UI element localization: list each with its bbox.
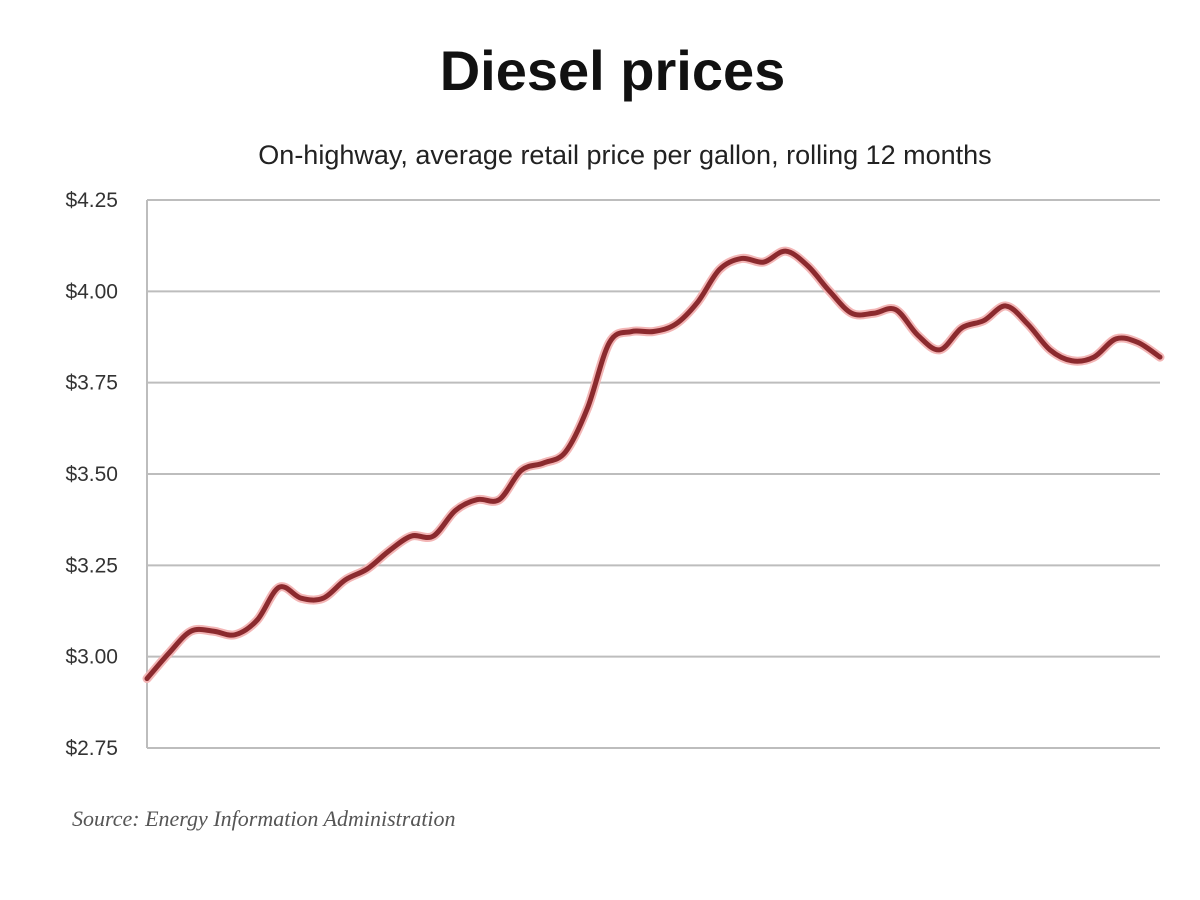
data-point xyxy=(740,256,744,260)
data-point xyxy=(321,596,325,600)
data-point xyxy=(255,618,259,622)
data-point xyxy=(431,534,435,538)
data-point xyxy=(916,333,920,337)
data-point xyxy=(365,567,369,571)
data-point xyxy=(1048,348,1052,352)
data-point xyxy=(233,633,237,637)
y-tick-label: $3.50 xyxy=(65,463,118,486)
data-point xyxy=(718,267,722,271)
y-tick-label: $4.00 xyxy=(65,280,118,303)
data-point xyxy=(277,585,281,589)
data-point xyxy=(982,319,986,323)
data-point xyxy=(607,340,611,344)
series-line-glow xyxy=(142,246,1165,684)
data-point xyxy=(211,629,215,633)
data-point xyxy=(497,498,501,502)
data-point xyxy=(1026,322,1030,326)
data-point xyxy=(674,322,678,326)
series-line xyxy=(144,248,1163,682)
data-point xyxy=(938,348,942,352)
data-point xyxy=(167,651,171,655)
data-point xyxy=(960,326,964,330)
data-point xyxy=(1158,355,1162,359)
data-point xyxy=(850,311,854,315)
data-point xyxy=(1136,340,1140,344)
data-point xyxy=(453,509,457,513)
y-tick-label: $4.25 xyxy=(65,189,118,212)
data-point xyxy=(409,534,413,538)
data-point xyxy=(299,596,303,600)
data-point xyxy=(762,260,766,264)
data-point xyxy=(145,677,149,681)
source-note: Source: Energy Information Administratio… xyxy=(72,806,456,831)
data-point xyxy=(828,289,832,293)
y-tick-label: $2.75 xyxy=(65,737,118,760)
data-point xyxy=(784,249,788,253)
data-point xyxy=(585,406,589,410)
data-point xyxy=(475,498,479,502)
data-point xyxy=(343,578,347,582)
data-point xyxy=(894,308,898,312)
data-point xyxy=(541,461,545,465)
chart-subtitle: On-highway, average retail price per gal… xyxy=(258,140,992,170)
data-point xyxy=(1092,355,1096,359)
y-tick-label: $3.25 xyxy=(65,554,118,577)
data-point xyxy=(652,330,655,334)
data-point xyxy=(1004,304,1008,308)
data-point xyxy=(519,468,523,472)
y-tick-label: $3.00 xyxy=(65,646,118,669)
data-point xyxy=(872,311,876,315)
chart-title: Diesel prices xyxy=(439,39,786,102)
data-point xyxy=(189,629,193,633)
data-point xyxy=(1070,359,1074,363)
y-tick-label: $3.75 xyxy=(65,372,118,395)
data-point xyxy=(696,300,700,304)
data-point xyxy=(563,450,567,454)
data-point xyxy=(806,264,810,268)
data-point xyxy=(1114,337,1118,341)
data-point xyxy=(629,330,633,334)
data-point xyxy=(387,549,391,553)
